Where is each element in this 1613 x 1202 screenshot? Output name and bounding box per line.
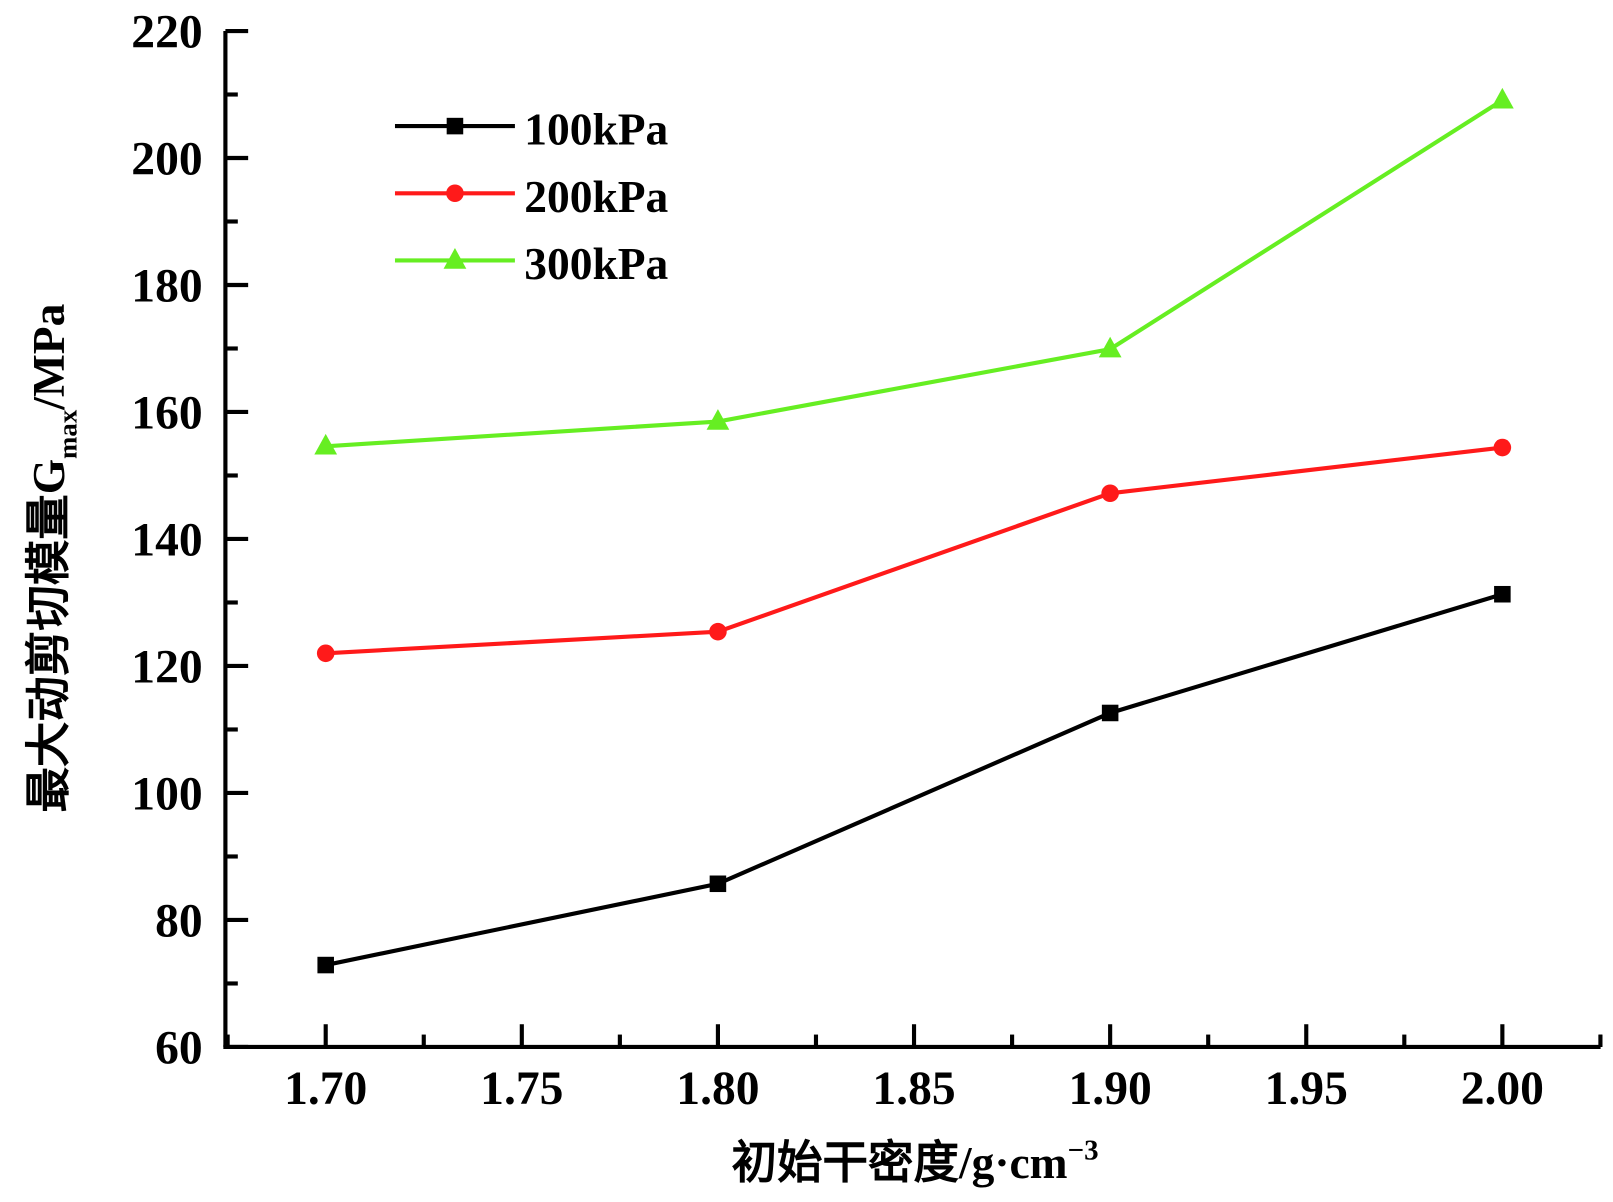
x-tick-label: 1.95 bbox=[1265, 1063, 1348, 1115]
legend-marker bbox=[446, 184, 464, 203]
data-point bbox=[709, 875, 727, 893]
series-200kPa bbox=[316, 438, 1512, 663]
legend-label: 300kPa bbox=[524, 238, 668, 289]
y-tick-label: 60 bbox=[155, 1023, 203, 1075]
data-point bbox=[1493, 438, 1512, 457]
legend-label: 100kPa bbox=[524, 104, 668, 155]
y-axis-title-sub: max bbox=[53, 409, 83, 459]
x-tick-label: 2.00 bbox=[1461, 1063, 1544, 1115]
data-point bbox=[317, 956, 334, 974]
y-tick-label: 100 bbox=[131, 769, 202, 821]
legend: 100kPa 200kPa 300kPa bbox=[394, 104, 669, 289]
series-100kPa bbox=[317, 585, 1511, 974]
series-line bbox=[325, 592, 1503, 968]
legend-marker bbox=[446, 117, 464, 135]
legend-item: 300kPa bbox=[394, 238, 669, 289]
data-point bbox=[316, 644, 335, 663]
series-group bbox=[314, 87, 1514, 974]
y-tick-label: 120 bbox=[131, 642, 202, 694]
data-point bbox=[1101, 704, 1119, 722]
y-axis-title: 最大动剪切模量Gmax/MPa bbox=[23, 303, 82, 812]
data-point bbox=[314, 433, 338, 455]
data-point bbox=[706, 409, 730, 430]
x-axis-title-sup: −3 bbox=[1068, 1135, 1099, 1167]
x-tick-label: 1.85 bbox=[872, 1063, 955, 1115]
y-tick-label: 140 bbox=[131, 515, 202, 567]
y-tick-label: 180 bbox=[131, 261, 202, 313]
legend-item: 200kPa bbox=[394, 171, 669, 222]
legend-item: 100kPa bbox=[394, 104, 669, 155]
y-tick-label: 80 bbox=[155, 896, 203, 948]
data-point bbox=[1098, 336, 1122, 358]
axes: 60 80 100 120 140 160 180 200 220 1.70 1.75 1.80 1.8… bbox=[131, 7, 1603, 1115]
y-axis-title-unit: /MPa bbox=[23, 303, 74, 410]
data-point bbox=[1490, 87, 1514, 109]
x-tick-label: 1.70 bbox=[284, 1063, 367, 1115]
y-tick-label: 220 bbox=[131, 7, 202, 59]
x-tick-label: 1.90 bbox=[1069, 1063, 1152, 1115]
series-line bbox=[325, 98, 1504, 449]
y-tick-label: 200 bbox=[131, 134, 202, 186]
data-point bbox=[1101, 484, 1119, 503]
legend-marker bbox=[443, 248, 467, 269]
legend-label: 200kPa bbox=[524, 171, 668, 222]
data-point bbox=[1494, 585, 1511, 603]
series-300kPa bbox=[314, 87, 1514, 455]
x-axis-title: 初始干密度/g·cm−3 bbox=[732, 1135, 1099, 1189]
data-point bbox=[709, 622, 727, 641]
y-tick-label: 160 bbox=[131, 388, 202, 440]
series-line bbox=[325, 445, 1503, 656]
x-tick-label: 1.80 bbox=[676, 1063, 759, 1115]
x-tick-label: 1.75 bbox=[480, 1063, 563, 1115]
